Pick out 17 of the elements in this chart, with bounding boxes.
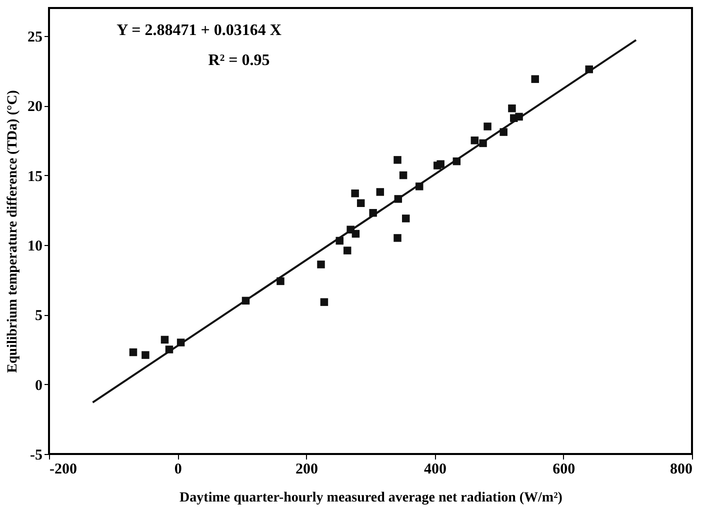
y-axis-title: Equilibrium temperature difference (TDa) (°C) — [6, 90, 20, 373]
y-tick-label: 10 — [28, 238, 42, 254]
annotation: R² = 0.95 — [208, 52, 270, 69]
x-tick-label: 600 — [552, 462, 576, 478]
y-tick-label: 5 — [35, 308, 42, 324]
y-tick-label: 20 — [28, 99, 42, 116]
x-tick-label: 200 — [295, 462, 318, 478]
y-tick-label: 25 — [28, 29, 42, 46]
x-tick-label: 800 — [670, 462, 692, 478]
x-tick-label: -200 — [50, 462, 77, 478]
x-axis-title: Daytime quarter-hourly measured average net radiation (W/m²) — [180, 490, 563, 506]
x-tick-label: 400 — [424, 462, 447, 478]
y-tick-label: 15 — [28, 168, 42, 185]
y-tick-label: -5 — [30, 448, 42, 464]
x-tick-label: 0 — [174, 462, 182, 478]
annotation: Y = 2.88471 + 0.03164 X — [116, 22, 282, 39]
y-tick-label: 0 — [35, 378, 42, 394]
